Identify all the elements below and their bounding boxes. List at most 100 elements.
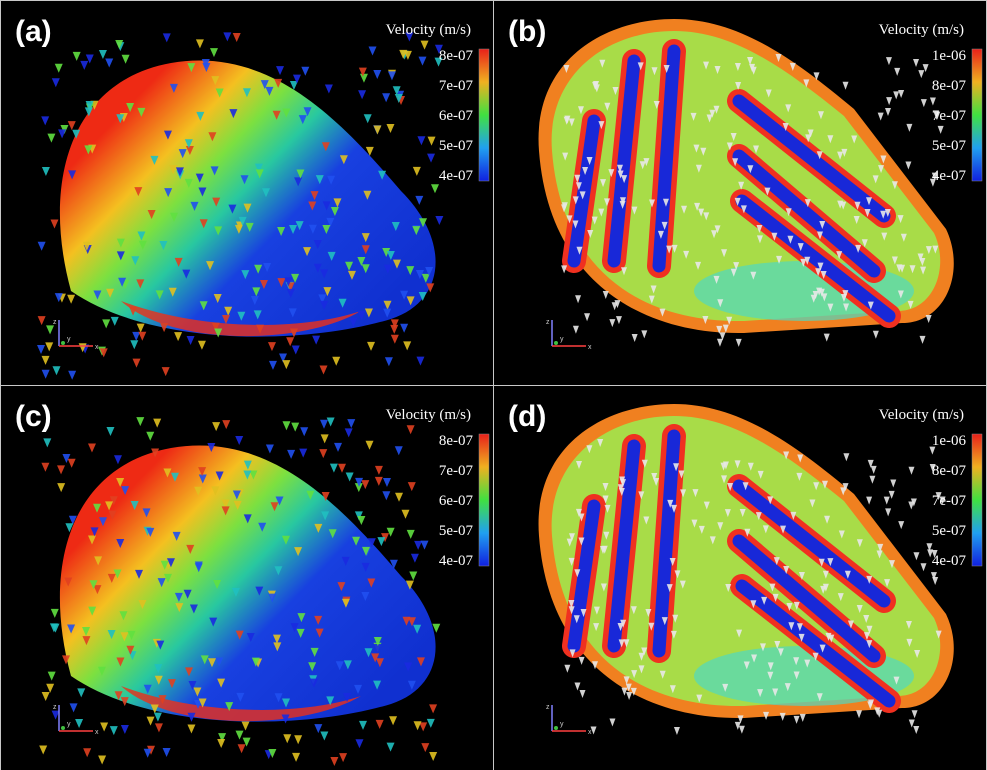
arrow [58, 129, 66, 138]
arrow [395, 493, 403, 502]
axis-label: z [53, 319, 57, 326]
arrow [346, 473, 354, 482]
arrow [138, 332, 146, 341]
arrow [312, 336, 320, 345]
arrow [906, 124, 912, 132]
arrow [294, 735, 302, 744]
arrow [856, 710, 862, 718]
arrow [415, 196, 423, 205]
arrow [100, 722, 108, 731]
colorbar-tick-label: 5e-07 [439, 138, 474, 154]
arrow [334, 443, 342, 452]
colorbar-tick-label: 4e-07 [932, 168, 967, 184]
arrow [111, 317, 119, 326]
arrow [110, 726, 118, 735]
arrow [584, 313, 590, 321]
arrow [359, 721, 367, 730]
arrow [52, 366, 60, 375]
colorbar-tick-label: 4e-07 [932, 553, 967, 569]
arrow [366, 441, 374, 450]
colorbar-tick-label: 8e-07 [932, 78, 967, 94]
arrow [283, 734, 291, 743]
arrow [641, 330, 647, 338]
arrow [580, 690, 586, 698]
colorbar-tick-label: 6e-07 [439, 493, 474, 509]
arrow [431, 184, 439, 193]
arrow [102, 319, 110, 328]
arrow [223, 32, 231, 41]
arrow [376, 720, 384, 729]
panel-label: (b) [508, 15, 546, 48]
arrow [77, 688, 85, 697]
arrow [68, 371, 76, 380]
arrow [885, 108, 891, 116]
arrow [889, 491, 895, 499]
colorbar-title: Velocity (m/s) [879, 407, 964, 423]
arrow [369, 46, 377, 55]
arrow [236, 731, 244, 740]
arrow [39, 745, 47, 754]
arrow [414, 541, 422, 550]
arrow [233, 33, 241, 42]
arrow [286, 337, 294, 346]
arrow [375, 466, 383, 475]
arrow [133, 359, 141, 368]
arrow [414, 721, 422, 730]
colorbar-tick-label: 1e-06 [932, 433, 967, 449]
arrow [42, 356, 50, 365]
arrow [146, 432, 154, 441]
arrow [428, 137, 436, 146]
arrow [921, 99, 927, 107]
arrow [909, 467, 915, 475]
arrow [68, 459, 76, 468]
colorbar [479, 434, 489, 566]
colorbar-tick-label: 7e-07 [439, 463, 474, 479]
arrow [70, 703, 78, 712]
arrow [435, 216, 443, 225]
axis-label: y [560, 336, 564, 343]
arrow [407, 530, 415, 539]
arrow [154, 713, 162, 722]
arrow [319, 449, 327, 458]
arrow [421, 541, 429, 550]
arrow [43, 438, 51, 447]
arrow [287, 450, 295, 459]
arrow [421, 743, 429, 752]
arrow [373, 70, 381, 79]
arrow [395, 446, 403, 455]
colorbar [972, 434, 982, 566]
arrow [824, 334, 830, 342]
arrow [291, 423, 299, 432]
arrow [242, 722, 250, 731]
arrow [616, 316, 622, 324]
arrow [212, 422, 220, 431]
arrow [417, 136, 425, 145]
arrow [843, 453, 849, 461]
arrow [339, 753, 347, 762]
arrow [37, 345, 45, 354]
arrow [57, 483, 65, 492]
arrow [574, 683, 580, 691]
arrow [268, 342, 276, 351]
arrow [51, 609, 59, 618]
axis-label: z [53, 704, 57, 711]
arrow [121, 725, 129, 734]
arrow [266, 445, 274, 454]
arrow [99, 50, 107, 59]
arrow [42, 692, 50, 701]
arrow [913, 726, 919, 734]
arrow [320, 420, 328, 429]
arrow [403, 341, 411, 350]
colorbar-tick-label: 8e-07 [932, 463, 967, 479]
arrow [894, 68, 900, 76]
arrow [147, 717, 155, 726]
surface [60, 61, 436, 337]
arrow [358, 90, 366, 99]
arrow [780, 713, 786, 721]
panel-label: (d) [508, 400, 546, 433]
arrow [632, 334, 638, 342]
arrow [198, 341, 206, 350]
axis-y [554, 341, 558, 345]
arrow [196, 39, 204, 48]
arrow [411, 554, 419, 563]
